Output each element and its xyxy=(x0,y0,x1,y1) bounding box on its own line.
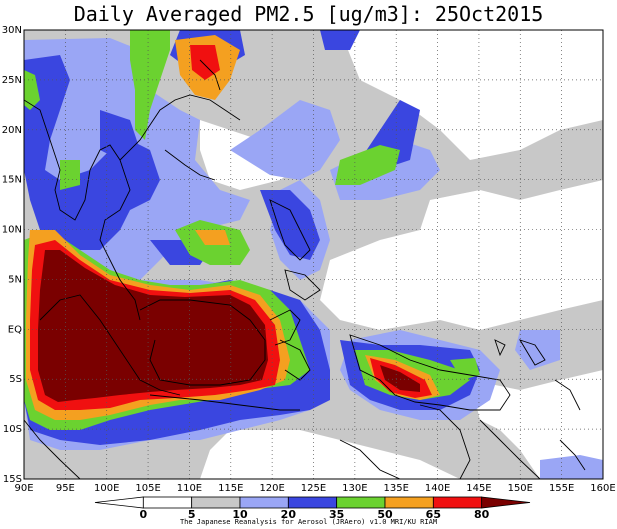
lon-label: 160E xyxy=(590,483,615,494)
lon-label: 130E xyxy=(342,483,367,494)
map-title: Daily Averaged PM2.5 [ug/m3]: 25Oct2015 xyxy=(73,2,544,26)
lat-label: 5N xyxy=(8,274,22,285)
colorbar-label: 20 xyxy=(281,508,297,521)
coastlines xyxy=(24,59,586,479)
map-border xyxy=(23,29,604,480)
credit-text: The Japanese Reanalysis for Aerosol (JRA… xyxy=(179,518,438,526)
colorbar-segment xyxy=(384,496,434,509)
colorbar-segment xyxy=(94,496,144,509)
lon-label: 135E xyxy=(384,483,409,494)
lon-label: 120E xyxy=(259,483,284,494)
lat-label: EQ xyxy=(8,324,22,335)
lon-label: 150E xyxy=(508,483,533,494)
colorbar-segment xyxy=(336,496,386,509)
colorbar-segment xyxy=(481,496,531,509)
latitude-labels: 30N 25N 20N 15N 10N 5N EQ 5S 10S 15S xyxy=(2,25,22,485)
colorbar-label: 5 xyxy=(188,508,196,521)
lat-label: 15S xyxy=(3,474,22,485)
colorbar-segment xyxy=(142,496,193,509)
colorbar-label: 50 xyxy=(377,508,393,521)
lat-label: 10N xyxy=(2,225,22,236)
lat-lon-grid xyxy=(24,30,603,479)
lon-label: 105E xyxy=(135,483,160,494)
lon-label: 115E xyxy=(218,483,243,494)
colorbar-segment xyxy=(432,496,483,509)
colorbar-label: 80 xyxy=(474,508,490,521)
lat-label: 5S xyxy=(9,374,22,385)
lon-label: 110E xyxy=(177,483,202,494)
lat-label: 30N xyxy=(2,25,22,36)
lon-label: 100E xyxy=(94,483,119,494)
lon-label: 145E xyxy=(466,483,491,494)
lat-label: 20N xyxy=(2,125,22,136)
colorbar-label: 10 xyxy=(232,508,248,521)
lon-label: 125E xyxy=(301,483,326,494)
colorbar-segment xyxy=(287,496,338,509)
colorbar-segment xyxy=(191,496,241,509)
lon-label: 95E xyxy=(56,483,75,494)
colorbar-segment xyxy=(239,496,289,509)
lon-label: 90E xyxy=(14,483,33,494)
longitude-labels: 90E 95E 100E 105E 110E 115E 120E 125E 130E 135E 14… xyxy=(14,483,615,494)
colorbar: 0 5 10 20 35 50 65 80 xyxy=(94,496,531,521)
lat-label: 25N xyxy=(2,75,22,86)
lat-label: 15N xyxy=(2,175,22,186)
colorbar-label: 0 xyxy=(140,508,148,521)
colorbar-label: 65 xyxy=(426,508,441,521)
lat-label: 10S xyxy=(3,424,22,435)
colorbar-label: 35 xyxy=(329,508,344,521)
lon-label: 155E xyxy=(549,483,574,494)
pm25-field-core xyxy=(38,250,420,402)
lon-label: 140E xyxy=(425,483,450,494)
